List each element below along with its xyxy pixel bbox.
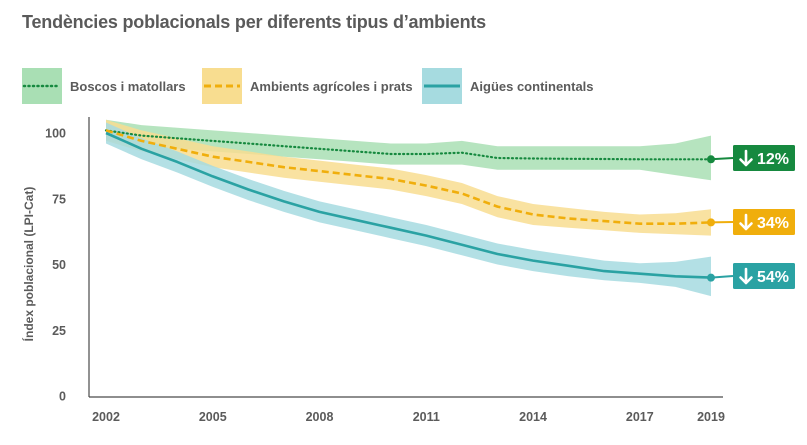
- x-tick-label: 2011: [413, 410, 440, 424]
- change-label-2: 54%: [757, 269, 789, 286]
- end-marker-1: [707, 218, 715, 227]
- legend-swatch-aigues: [422, 68, 462, 104]
- arrow-down-icon: [739, 149, 753, 167]
- y-tick-label: 0: [59, 390, 66, 404]
- confidence-band-0: [106, 119, 711, 181]
- confidence-band-1: [106, 119, 711, 236]
- arrow-down-icon: [739, 267, 753, 285]
- chart-title: Tendències poblacionals per diferents ti…: [22, 12, 486, 32]
- legend-label-agricoles: Ambients agrícoles i prats: [250, 78, 413, 94]
- x-tick-label: 2002: [92, 410, 120, 424]
- legend-label-boscos: Boscos i matollars: [70, 78, 186, 94]
- x-tick-label: 2005: [199, 410, 227, 424]
- end-marker-2: [707, 273, 715, 282]
- y-tick-label: 25: [52, 324, 66, 338]
- arrow-down-icon: [739, 213, 753, 231]
- y-tick-label: 75: [52, 192, 66, 206]
- legend-swatch-boscos: [22, 68, 62, 104]
- change-badge-0: [733, 145, 795, 171]
- legend-item-agricoles: Ambients agrícoles i prats: [202, 68, 413, 104]
- x-tick-label: 2014: [519, 410, 547, 424]
- change-badge-2: [733, 263, 795, 289]
- legend-item-aigues: Aigües continentals: [422, 68, 594, 104]
- change-label-0: 12%: [757, 151, 789, 168]
- series-line-0: [104, 129, 713, 161]
- y-axis-label: Índex poblacional (LPI-Cat): [21, 187, 36, 342]
- end-marker-0: [707, 155, 715, 164]
- legend: Boscos i matollars Ambients agrícoles i …: [22, 68, 802, 104]
- legend-item-boscos: Boscos i matollars: [22, 68, 186, 104]
- legend-label-aigues: Aigües continentals: [470, 78, 594, 94]
- x-tick-label: 2008: [306, 410, 334, 424]
- y-tick-label: 100: [45, 127, 66, 141]
- x-tick-label: 2019: [697, 410, 725, 424]
- change-badge-1: [733, 209, 795, 235]
- change-label-1: 34%: [757, 215, 789, 232]
- y-tick-label: 50: [52, 258, 66, 272]
- confidence-band-2: [106, 122, 711, 297]
- series-line-1: [105, 129, 712, 225]
- legend-swatch-agricoles: [202, 68, 242, 104]
- x-tick-label: 2017: [626, 410, 654, 424]
- series-line-2: [105, 131, 712, 279]
